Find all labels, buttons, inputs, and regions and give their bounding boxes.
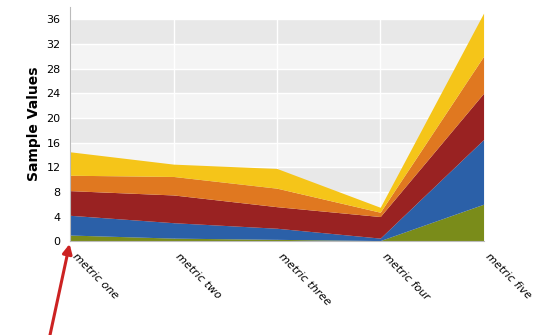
Bar — [70, 69, 483, 93]
Bar — [70, 93, 483, 118]
Bar — [70, 118, 483, 143]
Bar — [70, 216, 483, 241]
Bar — [70, 192, 483, 216]
Bar — [70, 44, 483, 69]
Text: category axis: category axis — [0, 247, 91, 335]
Y-axis label: Sample Values: Sample Values — [26, 67, 40, 181]
Bar — [70, 167, 483, 192]
Bar — [70, 19, 483, 44]
Bar — [70, 143, 483, 167]
